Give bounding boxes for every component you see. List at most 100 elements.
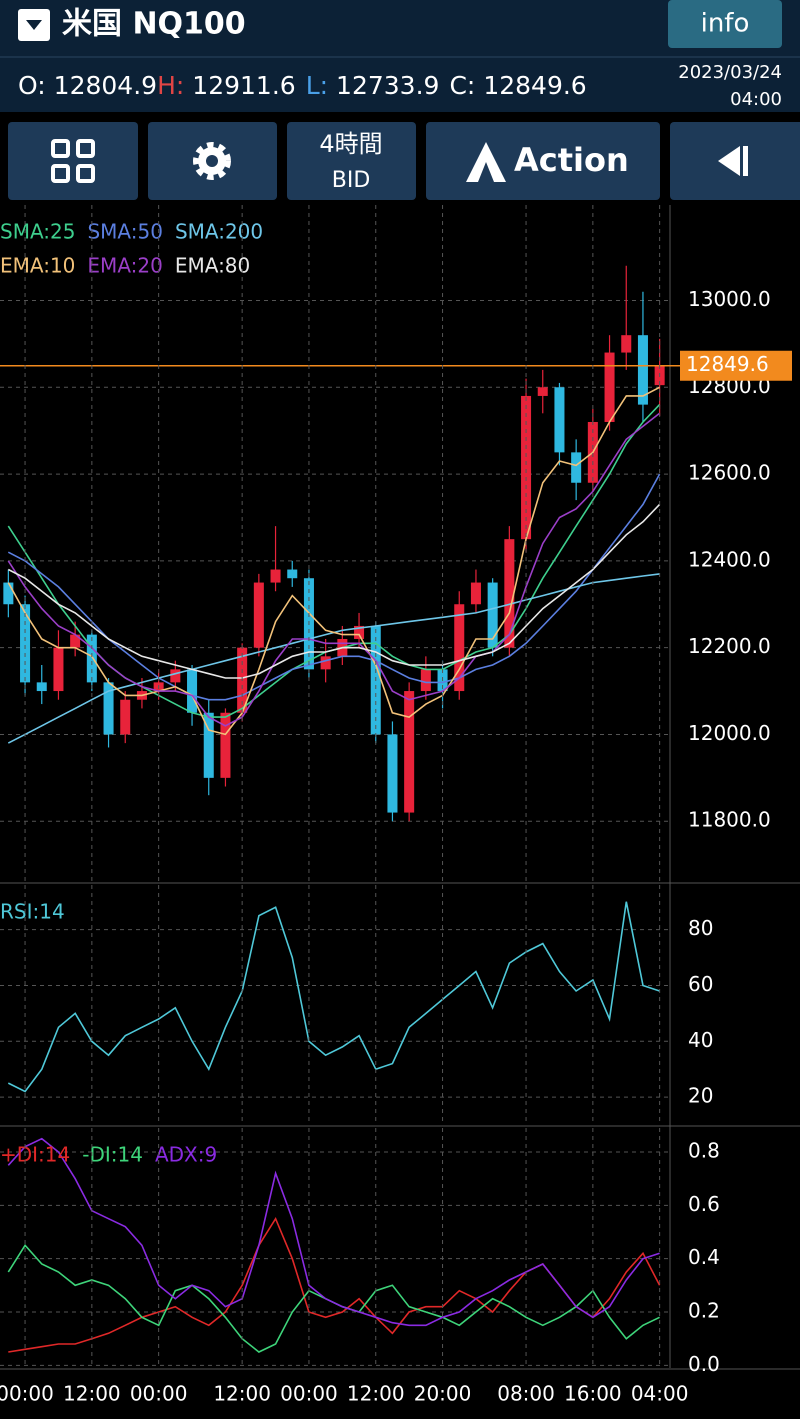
x-tick-label: 12:00 — [347, 1382, 405, 1406]
ohlc: O: 12804.9H: 12911.6 L: 12733.9 C: 12849.6 — [18, 71, 587, 100]
x-tick-label: 00:00 — [280, 1382, 338, 1406]
x-tick-label: 12:00 — [213, 1382, 271, 1406]
series-line — [8, 1216, 661, 1353]
o-value: 12804.9 — [54, 71, 157, 100]
candle-body — [103, 682, 114, 735]
candle-body — [387, 734, 398, 813]
y-tick-label: 12000.0 — [688, 721, 771, 745]
legend-entry: EMA:20 — [87, 254, 162, 278]
candle-body — [36, 682, 47, 692]
candle-body — [487, 582, 498, 648]
x-tick-label: 20:00 — [414, 1382, 472, 1406]
candle-body — [53, 647, 64, 692]
legend-entry: EMA:80 — [175, 254, 250, 278]
candle-body — [621, 335, 632, 353]
y-tick-label: 12200.0 — [688, 634, 771, 658]
candle-body — [354, 625, 365, 639]
candle-body — [203, 712, 214, 778]
x-tick-label: 12:00 — [63, 1382, 121, 1406]
candle-body — [504, 539, 515, 648]
candle-body — [20, 604, 31, 683]
x-tick-label: 16:00 — [564, 1382, 622, 1406]
header-bg — [0, 0, 800, 112]
info-label: info — [701, 9, 750, 39]
candle-body — [571, 452, 582, 483]
series-line — [7, 503, 661, 679]
candle-body — [320, 656, 331, 670]
candle-body — [404, 691, 415, 813]
candle-body — [637, 335, 648, 405]
series-line — [7, 412, 661, 727]
legend-entry: +DI:14 — [0, 1143, 70, 1167]
candle-body — [3, 582, 14, 605]
y-tick-label: 0.4 — [688, 1245, 720, 1269]
candle-body — [554, 387, 565, 453]
candle-body — [253, 582, 264, 648]
info-button[interactable]: info — [668, 0, 782, 48]
candle-body — [454, 604, 465, 692]
instrument-title: 米国 NQ100 — [62, 7, 246, 42]
y-tick-label: 40 — [688, 1028, 713, 1052]
y-tick-label: 60 — [688, 972, 713, 996]
legend-entry: -DI:14 — [82, 1143, 143, 1167]
candle-body — [521, 395, 532, 540]
candle-body — [220, 712, 231, 778]
layout-button[interactable] — [8, 122, 138, 200]
y-tick-label: 20 — [688, 1084, 713, 1108]
time: 04:00 — [730, 89, 782, 110]
candle-body — [420, 669, 431, 692]
dropdown[interactable] — [18, 9, 50, 41]
candle-body — [70, 634, 81, 648]
y-tick-label: 11800.0 — [688, 808, 771, 832]
y-tick-label: 12600.0 — [688, 461, 771, 485]
collapse-button[interactable] — [670, 122, 800, 200]
c-label: C: — [449, 71, 475, 100]
o-label: O: — [18, 71, 46, 100]
settings-button[interactable] — [148, 122, 277, 200]
candle-body — [120, 699, 131, 735]
candle-body — [86, 634, 97, 683]
x-tick-label: 04:00 — [631, 1382, 689, 1406]
timeframe: 4時間 — [319, 130, 382, 158]
y-tick-label: 80 — [688, 916, 713, 940]
h-label: H: — [157, 71, 184, 100]
x-tick-label: 00:00 — [0, 1382, 54, 1406]
timeframe-button[interactable]: 4時間 BID — [287, 122, 416, 200]
current-price-label: 12849.6 — [686, 352, 769, 376]
price-type: BID — [332, 168, 371, 193]
legend-entry: RSI:14 — [0, 900, 65, 924]
y-tick-label: 0.0 — [688, 1352, 720, 1376]
legend-entry: SMA:25 — [0, 220, 75, 244]
c-value: 12849.6 — [483, 71, 586, 100]
y-tick-label: 0.6 — [688, 1192, 720, 1216]
legend-entry: SMA:200 — [175, 220, 263, 244]
series-line — [7, 386, 660, 736]
candle-body — [170, 669, 181, 683]
series-line — [7, 1137, 660, 1327]
x-tick-label: 00:00 — [130, 1382, 188, 1406]
h-value: 12911.6 — [192, 71, 295, 100]
series-line — [7, 901, 660, 1093]
candle-body — [270, 569, 281, 583]
action-label: Action — [514, 141, 629, 179]
y-tick-label: 0.8 — [688, 1139, 720, 1163]
candle-body — [470, 582, 481, 605]
candle-body — [537, 387, 548, 396]
y-tick-label: 0.2 — [688, 1299, 720, 1323]
action-button[interactable]: Action — [426, 122, 660, 200]
series-line — [7, 1243, 660, 1353]
legend-entry: EMA:10 — [0, 254, 75, 278]
y-tick-label: 12400.0 — [688, 547, 771, 571]
date: 2023/03/24 — [678, 62, 782, 83]
legend-entry: ADX:9 — [155, 1143, 217, 1167]
current-price-tag — [680, 350, 792, 381]
candle-body — [604, 352, 615, 422]
x-tick-label: 08:00 — [497, 1382, 555, 1406]
y-tick-label: 13000.0 — [688, 287, 771, 311]
l-label: L: — [306, 71, 328, 100]
candle-body — [287, 569, 298, 579]
candle-body — [187, 669, 198, 713]
legend-entry: SMA:50 — [87, 220, 162, 244]
